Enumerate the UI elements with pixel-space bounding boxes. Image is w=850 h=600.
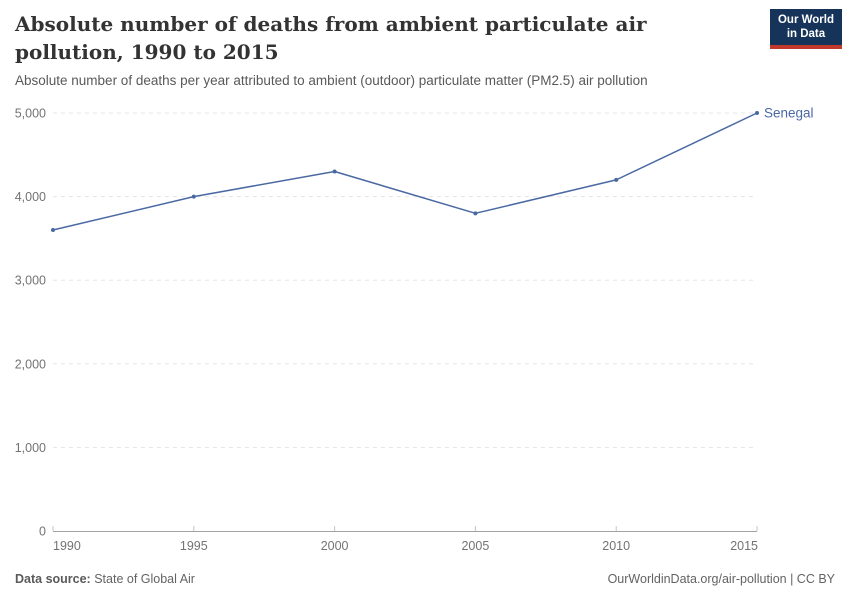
x-axis-tick-label: 2005 — [461, 539, 489, 553]
chart-subtitle: Absolute number of deaths per year attri… — [15, 73, 648, 88]
owid-url-license-link[interactable]: OurWorldinData.org/air-pollution | CC BY — [607, 572, 835, 586]
senegal-data-point[interactable] — [191, 194, 196, 199]
data-source-value: State of Global Air — [94, 572, 195, 586]
senegal-data-point[interactable] — [614, 177, 619, 182]
senegal-data-point[interactable] — [755, 111, 759, 115]
y-axis-tick-label: 1,000 — [15, 441, 46, 455]
x-axis-tick-label: 2000 — [321, 539, 349, 553]
y-axis-tick-label: 4,000 — [15, 190, 46, 204]
y-axis-tick-label: 0 — [39, 525, 46, 539]
owid-logo-line2: in Data — [786, 27, 826, 40]
senegal-series-label[interactable]: Senegal — [764, 106, 814, 121]
x-axis-tick-label: 1995 — [180, 539, 208, 553]
senegal-data-point[interactable] — [51, 228, 55, 233]
senegal-data-point[interactable] — [332, 169, 337, 174]
owid-logo-line1: Our World — [777, 14, 834, 26]
y-axis-tick-label: 2,000 — [15, 357, 46, 371]
x-axis-tick-label: 2015 — [730, 539, 758, 553]
senegal-line[interactable] — [52, 112, 758, 231]
x-axis-tick-label: 1990 — [53, 539, 81, 553]
y-axis-tick-label: 5,000 — [15, 107, 46, 121]
x-axis-tick-label: 2010 — [602, 539, 630, 553]
owid-logo[interactable]: Our World in Data — [769, 9, 842, 49]
data-source-note: Data source: State of Global Air — [15, 572, 195, 586]
y-axis-tick-label: 3,000 — [15, 274, 46, 288]
data-source-label: Data source: — [15, 572, 91, 586]
senegal-data-point[interactable] — [473, 211, 478, 216]
chart-title: Absolute number of deaths from ambient p… — [15, 12, 647, 64]
